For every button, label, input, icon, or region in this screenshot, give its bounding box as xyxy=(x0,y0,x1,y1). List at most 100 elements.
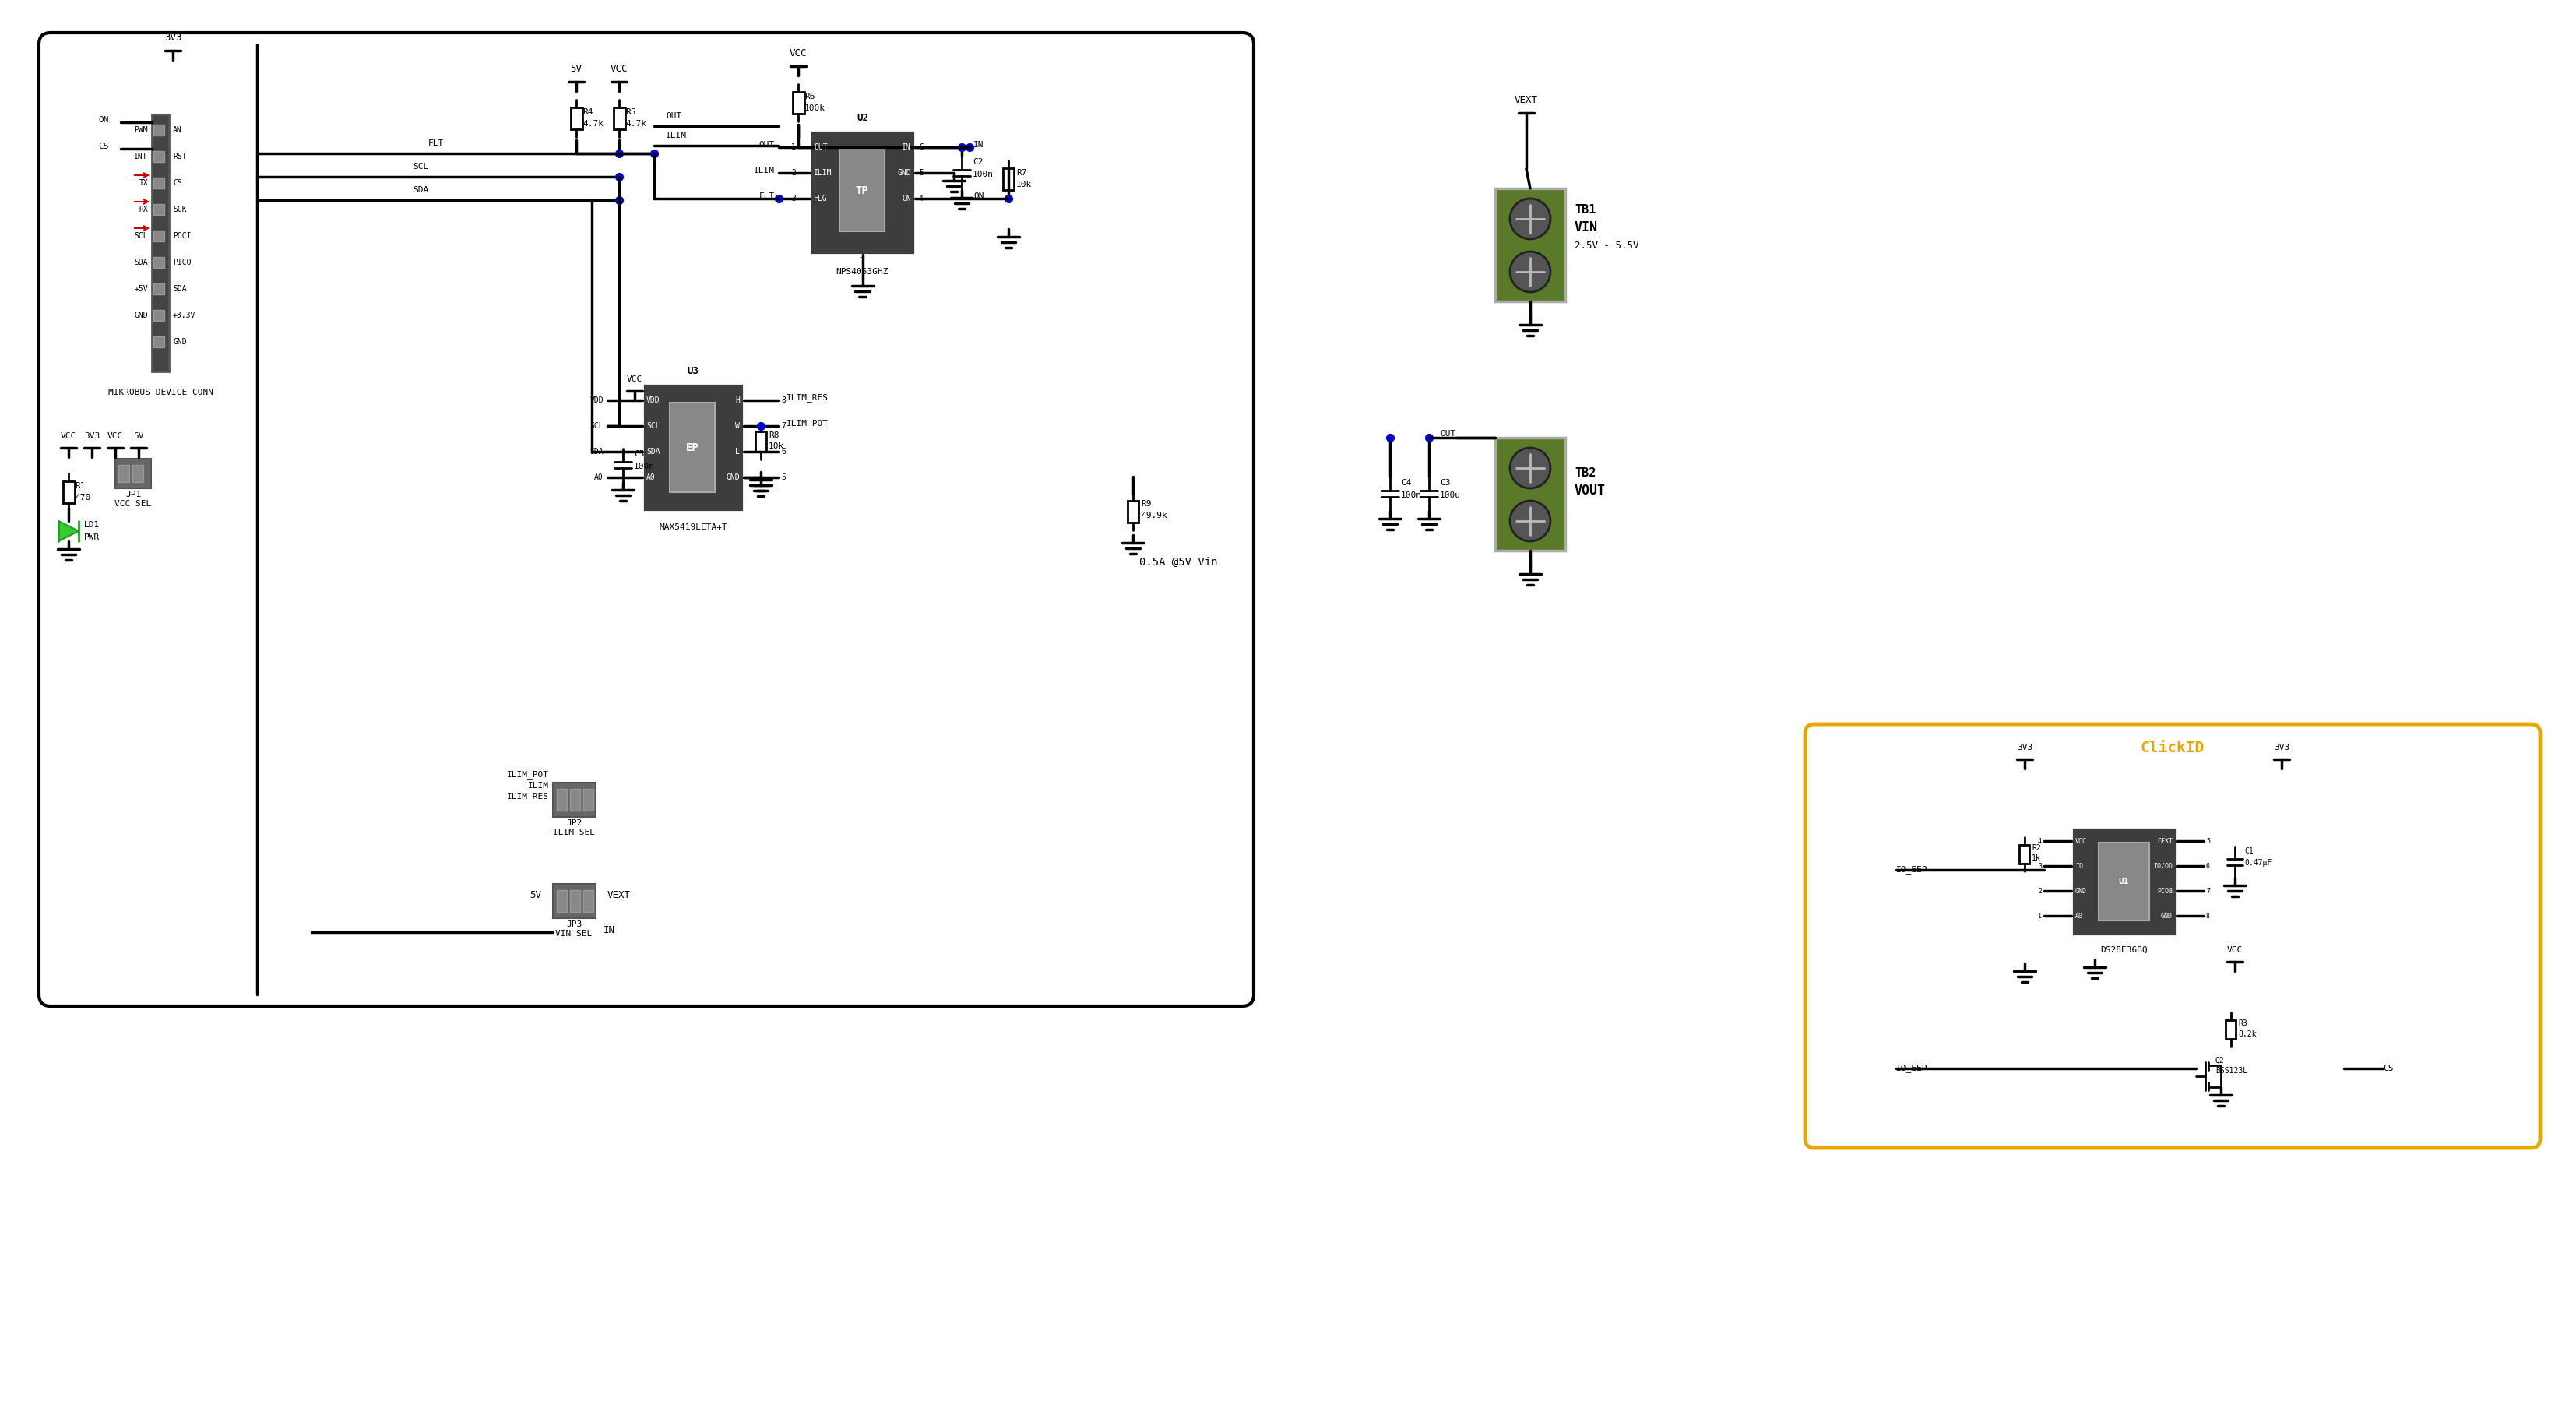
Text: W: W xyxy=(734,422,739,430)
Text: 100k: 100k xyxy=(804,105,824,112)
Text: 3V3: 3V3 xyxy=(2275,744,2290,751)
Text: VIN SEL: VIN SEL xyxy=(556,930,592,938)
Bar xyxy=(155,204,165,215)
Text: VEXT: VEXT xyxy=(1515,95,1538,105)
Text: 0.47μF: 0.47μF xyxy=(2244,859,2272,867)
Bar xyxy=(2020,845,2030,863)
Text: BSS123L: BSS123L xyxy=(2215,1067,2246,1074)
Bar xyxy=(155,231,165,242)
Circle shape xyxy=(1510,501,1551,541)
Text: A0: A0 xyxy=(595,474,603,481)
Bar xyxy=(155,337,165,347)
Text: SDA: SDA xyxy=(590,447,603,456)
Text: ON: ON xyxy=(98,116,108,125)
Text: DS28E36BQ: DS28E36BQ xyxy=(2099,947,2148,954)
Text: SDA: SDA xyxy=(412,187,428,194)
Bar xyxy=(641,383,744,512)
Bar xyxy=(793,92,804,113)
Text: C1: C1 xyxy=(2244,848,2254,855)
Text: ILIM: ILIM xyxy=(528,782,549,790)
Bar xyxy=(2099,842,2148,921)
Text: 4.7k: 4.7k xyxy=(582,120,603,127)
Text: VEXT: VEXT xyxy=(608,890,631,900)
Text: 5V: 5V xyxy=(134,432,144,440)
Bar xyxy=(582,890,592,911)
Text: VCC: VCC xyxy=(62,432,77,440)
Text: 5: 5 xyxy=(781,474,786,481)
Text: CS: CS xyxy=(98,143,108,150)
Text: R5: R5 xyxy=(626,108,636,116)
Text: TX: TX xyxy=(139,180,147,187)
Text: R8: R8 xyxy=(768,432,778,439)
Text: R1: R1 xyxy=(75,483,85,490)
Text: ILIM: ILIM xyxy=(665,132,688,140)
Text: 2.5V - 5.5V: 2.5V - 5.5V xyxy=(1574,241,1638,250)
Text: PWR: PWR xyxy=(85,533,100,541)
Text: VDD: VDD xyxy=(590,396,603,405)
Text: GND: GND xyxy=(173,338,185,345)
Text: CEXT: CEXT xyxy=(2156,838,2172,845)
Text: 8.2k: 8.2k xyxy=(2239,1030,2257,1039)
Text: OUT: OUT xyxy=(1440,430,1455,437)
Text: GND: GND xyxy=(726,474,739,481)
Text: R6: R6 xyxy=(804,92,814,100)
Text: SDA: SDA xyxy=(173,284,185,293)
Text: VCC: VCC xyxy=(2076,838,2087,845)
Bar xyxy=(1494,437,1566,550)
Bar xyxy=(155,283,165,294)
Bar xyxy=(554,782,595,816)
Circle shape xyxy=(1510,252,1551,291)
Text: AN: AN xyxy=(173,126,183,134)
Text: 49.9k: 49.9k xyxy=(1141,512,1167,519)
Text: VOUT: VOUT xyxy=(1574,484,1605,498)
Bar xyxy=(1002,168,1015,190)
Bar xyxy=(556,790,567,811)
Text: VCC: VCC xyxy=(788,48,806,58)
Bar xyxy=(155,151,165,161)
Bar xyxy=(152,115,170,372)
Text: 3V3: 3V3 xyxy=(165,33,183,42)
Text: U3: U3 xyxy=(688,365,698,376)
Text: IO_EEP: IO_EEP xyxy=(1896,866,1927,874)
Text: IO/OD: IO/OD xyxy=(2154,863,2172,869)
Text: NPS4053GHZ: NPS4053GHZ xyxy=(837,267,889,276)
Text: ILIM: ILIM xyxy=(755,167,775,174)
Bar xyxy=(569,890,580,911)
Text: ON: ON xyxy=(974,192,984,200)
Text: 7: 7 xyxy=(781,422,786,430)
Text: IO: IO xyxy=(2076,863,2084,869)
Text: 100n: 100n xyxy=(634,463,654,470)
Text: JP3: JP3 xyxy=(567,921,582,928)
Text: ILIM SEL: ILIM SEL xyxy=(554,829,595,836)
Text: 2: 2 xyxy=(2038,887,2043,894)
Text: 470: 470 xyxy=(75,494,90,501)
Bar xyxy=(155,125,165,136)
Text: SCL: SCL xyxy=(134,232,147,241)
Bar xyxy=(116,458,152,488)
Text: FLT: FLT xyxy=(760,192,775,200)
Text: L: L xyxy=(734,447,739,456)
Text: H: H xyxy=(734,396,739,405)
Text: 1k: 1k xyxy=(2032,855,2040,862)
Circle shape xyxy=(1510,198,1551,239)
Text: +3.3V: +3.3V xyxy=(173,311,196,320)
Text: 5V: 5V xyxy=(531,890,541,900)
Text: VCC: VCC xyxy=(2228,947,2244,954)
Text: TP: TP xyxy=(855,185,868,197)
Text: ClickID: ClickID xyxy=(2141,740,2205,756)
Text: PWM: PWM xyxy=(134,126,147,134)
Text: ILIM_RES: ILIM_RES xyxy=(786,393,829,402)
Text: EP: EP xyxy=(685,443,698,453)
Text: R9: R9 xyxy=(1141,499,1151,508)
Text: JP2: JP2 xyxy=(567,819,582,826)
Text: 100u: 100u xyxy=(1440,491,1461,499)
Text: A0: A0 xyxy=(647,474,654,481)
Text: RST: RST xyxy=(173,153,185,160)
Text: R2: R2 xyxy=(2032,845,2040,852)
Text: CS: CS xyxy=(2383,1064,2393,1073)
Text: IN: IN xyxy=(974,142,984,149)
Bar xyxy=(840,150,884,231)
Text: 3V3: 3V3 xyxy=(2017,744,2032,751)
Text: 8: 8 xyxy=(2205,913,2210,920)
Text: INT: INT xyxy=(134,153,147,160)
